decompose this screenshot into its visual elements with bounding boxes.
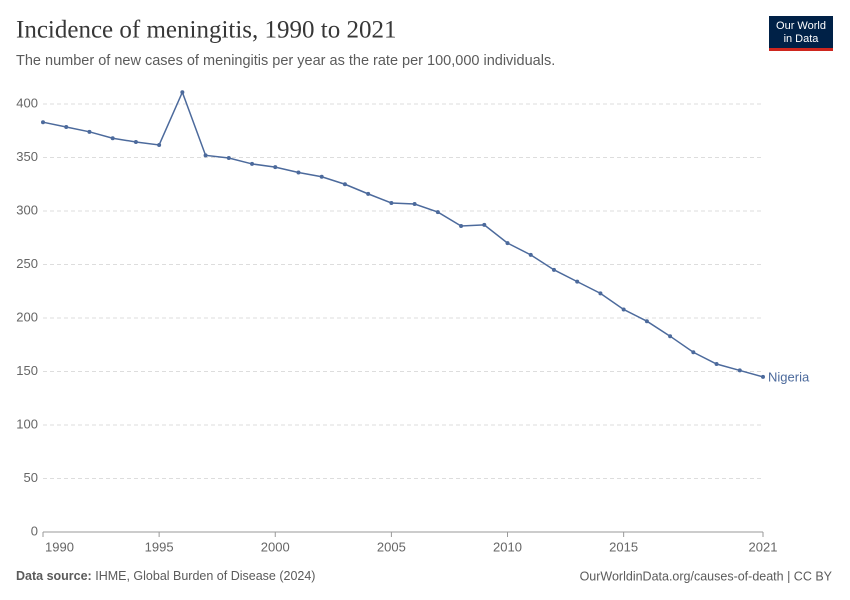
point — [250, 161, 255, 166]
logo[interactable]: Our World in Data — [769, 16, 833, 51]
point — [575, 279, 580, 284]
point — [133, 139, 138, 144]
y-tick-label: 100 — [16, 416, 38, 431]
y-tick-label: 300 — [16, 202, 38, 217]
point — [412, 202, 417, 207]
point — [342, 182, 347, 187]
point — [180, 90, 185, 95]
point — [226, 156, 231, 161]
logo-stripe — [769, 48, 833, 51]
point — [644, 319, 649, 324]
point — [621, 307, 626, 312]
point — [668, 334, 673, 339]
source: IHME, Global Burden of Disease (2024) — [95, 569, 315, 583]
point — [157, 142, 162, 147]
point — [691, 350, 696, 355]
logo-text: in Data — [784, 33, 820, 45]
y-tick-label: 350 — [16, 149, 38, 164]
x-tick-label: 1990 — [45, 539, 74, 554]
footer-source: Data source: IHME, Global Burden of Dise… — [16, 569, 315, 583]
point — [64, 125, 69, 130]
source-label: Data source: — [16, 569, 92, 583]
point — [482, 222, 487, 227]
point — [87, 129, 92, 134]
point — [296, 170, 301, 175]
chart-title: Incidence of meningitis, 1990 to 2021 — [16, 17, 396, 44]
line — [42, 90, 764, 378]
y-tick-label: 50 — [24, 470, 38, 485]
point — [528, 252, 533, 257]
point — [737, 368, 742, 373]
point — [319, 174, 324, 179]
point — [41, 120, 45, 125]
x-tick-label: 2010 — [493, 539, 522, 554]
y-tick-label: 0 — [31, 523, 38, 538]
x-tick-label: 1995 — [145, 539, 174, 554]
point — [389, 200, 394, 205]
logo-text: Our World — [776, 20, 826, 32]
x-tick-label: 2000 — [261, 539, 290, 554]
point — [366, 191, 371, 196]
point — [761, 374, 765, 379]
point — [459, 223, 464, 228]
logo-box — [769, 16, 833, 50]
x-tick-label: 2021 — [749, 539, 778, 554]
point — [273, 165, 278, 170]
chart-subtitle: The number of new cases of meningitis pe… — [16, 53, 555, 69]
x-tick-label: 2015 — [609, 539, 638, 554]
footer-url[interactable]: OurWorldinData.org/causes-of-death | CC … — [580, 569, 833, 583]
point — [435, 210, 440, 215]
y-tick-label: 400 — [16, 95, 38, 110]
point — [203, 153, 208, 158]
point — [505, 241, 510, 246]
point — [598, 291, 603, 296]
point — [714, 362, 719, 367]
point — [110, 136, 115, 141]
point — [551, 267, 556, 272]
y-tick-label: 250 — [16, 256, 38, 271]
x-tick-label: 2005 — [377, 539, 406, 554]
series-label: Nigeria — [768, 369, 810, 384]
y-tick-label: 150 — [16, 363, 38, 378]
y-tick-label: 200 — [16, 309, 38, 324]
